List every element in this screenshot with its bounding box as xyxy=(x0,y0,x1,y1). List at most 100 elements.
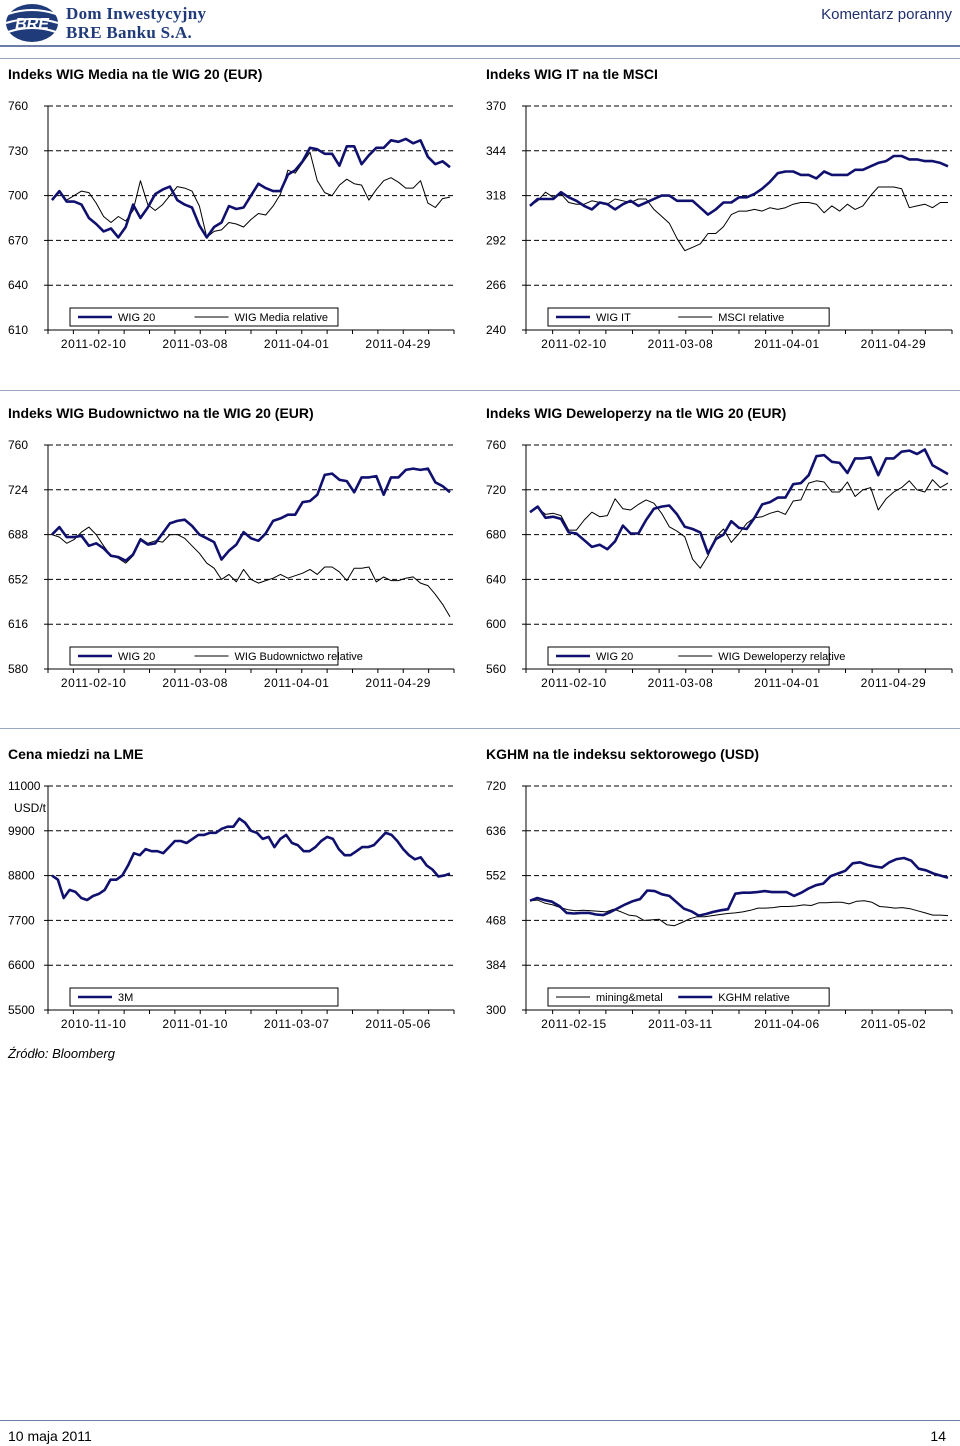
legend-label: WIG 20 xyxy=(118,312,155,324)
header-rule xyxy=(0,45,960,47)
y-tick-label: 652 xyxy=(8,572,28,586)
chart-title: Cena miedzi na LME xyxy=(8,746,144,762)
page-number: 14 xyxy=(930,1428,946,1444)
chart-wig-media: 760 730 700 670 640 610 2011-02-10 2011-03-08 20… xyxy=(8,99,455,351)
chart-panel-wig-budownictwo: Indeks WIG Budownictwo na tle WIG 20 (EU… xyxy=(8,405,458,705)
x-tick-label: 2011-04-29 xyxy=(861,337,927,351)
chart-title: Indeks WIG Budownictwo na tle WIG 20 (EU… xyxy=(8,405,314,421)
x-tick-label: 2011-04-29 xyxy=(861,676,927,690)
series-line-wig-media-relative xyxy=(51,151,451,238)
chart-title: Indeks WIG Deweloperzy na tle WIG 20 (EU… xyxy=(486,405,787,421)
x-tick-label: 2011-03-08 xyxy=(648,337,714,351)
legend-label: WIG 20 xyxy=(596,651,633,663)
legend-label: mining&metal xyxy=(596,992,663,1004)
chart-title: KGHM na tle indeksu sektorowego (USD) xyxy=(486,746,760,762)
y-tick-label: 5500 xyxy=(8,1003,35,1017)
chart-kghm: 720 636 552 468 384 300 2011-02-15 2011-03-11 20… xyxy=(486,779,953,1031)
y-tick-label: 680 xyxy=(486,528,506,542)
x-tick-label: 2011-02-10 xyxy=(61,676,127,690)
source-note: Źródło: Bloomberg xyxy=(8,1046,115,1061)
y-tick-label: 640 xyxy=(8,278,28,292)
y-tick-label: 724 xyxy=(8,483,28,497)
y-tick-label: 7700 xyxy=(8,913,35,927)
x-tick-label: 2011-03-08 xyxy=(648,676,714,690)
series-line-wig-deweloperzy-relative xyxy=(529,479,949,569)
y-tick-label: 640 xyxy=(486,572,506,586)
y-tick-label: 760 xyxy=(8,438,28,452)
x-tick-label: 2011-03-08 xyxy=(162,676,228,690)
y-tick-label: 560 xyxy=(486,662,506,676)
y-tick-label: 636 xyxy=(486,824,506,838)
y-tick-label: 9900 xyxy=(8,824,35,838)
series-line-3m xyxy=(51,817,451,902)
chart-title: Indeks WIG IT na tle MSCI xyxy=(486,66,658,82)
chart-panel-wig-media: Indeks WIG Media na tle WIG 20 (EUR) 760… xyxy=(8,66,458,366)
chart-title: Indeks WIG Media na tle WIG 20 (EUR) xyxy=(8,66,263,82)
legend-label: 3M xyxy=(118,992,133,1004)
y-tick-label: 580 xyxy=(8,662,28,676)
legend-label: KGHM relative xyxy=(718,992,790,1004)
x-tick-label: 2011-05-06 xyxy=(365,1017,431,1031)
y-tick-label: 760 xyxy=(486,438,506,452)
x-tick-label: 2011-04-29 xyxy=(365,676,431,690)
chart-wig-deweloperzy: 760 720 680 640 600 560 2011-02-10 2011-03-08 20… xyxy=(486,438,953,690)
y-tick-label: 6600 xyxy=(8,958,35,972)
x-tick-label: 2011-04-06 xyxy=(754,1017,820,1031)
legend-label: WIG Deweloperzy relative xyxy=(718,651,845,663)
brand-name-line1: Dom Inwestycyjny xyxy=(66,4,207,23)
x-tick-label: 2011-04-01 xyxy=(754,337,820,351)
y-tick-label: 344 xyxy=(486,144,506,158)
series-line-wig-budownictwo-relative xyxy=(51,526,451,617)
section-divider xyxy=(0,728,960,729)
x-tick-label: 2011-01-10 xyxy=(162,1017,228,1031)
x-tick-label: 2011-02-15 xyxy=(541,1017,607,1031)
x-tick-label: 2011-02-10 xyxy=(541,676,607,690)
x-tick-label: 2011-04-01 xyxy=(754,676,820,690)
chart-panel-kghm: KGHM na tle indeksu sektorowego (USD) 72… xyxy=(486,746,956,1046)
x-tick-label: 2011-04-01 xyxy=(264,337,330,351)
chart-legend xyxy=(69,987,339,1007)
logo-mark-text: BRE xyxy=(15,16,50,33)
brand-name-line2: BRE Banku S.A. xyxy=(66,23,193,42)
section-divider xyxy=(0,58,960,59)
x-tick-label: 2011-03-11 xyxy=(648,1017,713,1031)
legend-label: WIG Budownictwo relative xyxy=(235,651,363,663)
y-tick-label: 292 xyxy=(486,233,506,247)
y-tick-label: 720 xyxy=(486,483,506,497)
y-tick-label: 8800 xyxy=(8,869,35,883)
y-tick-label: 384 xyxy=(486,958,506,972)
report-title: Komentarz poranny xyxy=(821,6,952,23)
y-tick-label: 670 xyxy=(8,233,28,247)
legend-label: WIG Media relative xyxy=(235,312,329,324)
chart-cena-miedzi: 11000 9900 8800 7700 6600 5500 2010-11-10 2011-… xyxy=(8,779,455,1031)
x-tick-label: 2011-04-29 xyxy=(365,337,431,351)
x-tick-label: 2011-05-02 xyxy=(861,1017,927,1031)
series-line-wig-20 xyxy=(50,137,451,239)
x-tick-label: 2011-03-07 xyxy=(264,1017,330,1031)
x-tick-label: 2011-02-10 xyxy=(61,337,127,351)
y-tick-label: 240 xyxy=(486,323,506,337)
x-tick-label: 2011-02-10 xyxy=(541,337,607,351)
legend-label: WIG 20 xyxy=(118,651,155,663)
y-tick-label: 600 xyxy=(486,617,506,631)
footer-date: 10 maja 2011 xyxy=(8,1428,92,1444)
x-tick-label: 2011-03-08 xyxy=(162,337,228,351)
y-tick-label: 266 xyxy=(486,278,506,292)
footer-rule xyxy=(0,1420,960,1421)
chart-wig-budownictwo: 760 724 688 652 616 580 2011-02-10 2011-03-08 20… xyxy=(8,438,455,690)
x-tick-label: 2010-11-10 xyxy=(61,1017,127,1031)
chart-panel-cena-miedzi: Cena miedzi na LME 11000 9900 8800 7700 6600… xyxy=(8,746,458,1046)
y-tick-label: 700 xyxy=(8,189,28,203)
series-line-kghm-relative xyxy=(529,856,949,917)
y-tick-label: 370 xyxy=(486,99,506,113)
y-tick-label: 730 xyxy=(8,144,28,158)
y-tick-label: 468 xyxy=(486,913,506,927)
y-tick-label: 688 xyxy=(8,528,28,542)
y-tick-label: 300 xyxy=(486,1003,506,1017)
chart-panel-wig-deweloperzy: Indeks WIG Deweloperzy na tle WIG 20 (EU… xyxy=(486,405,956,705)
section-divider xyxy=(0,390,960,391)
page-header: BRE Dom Inwestycyjny BRE Banku S.A. Kome… xyxy=(0,0,960,46)
y-tick-label: 11000 xyxy=(8,779,41,793)
legend-label: MSCI relative xyxy=(718,312,784,324)
series-line-wig-it xyxy=(529,154,949,216)
